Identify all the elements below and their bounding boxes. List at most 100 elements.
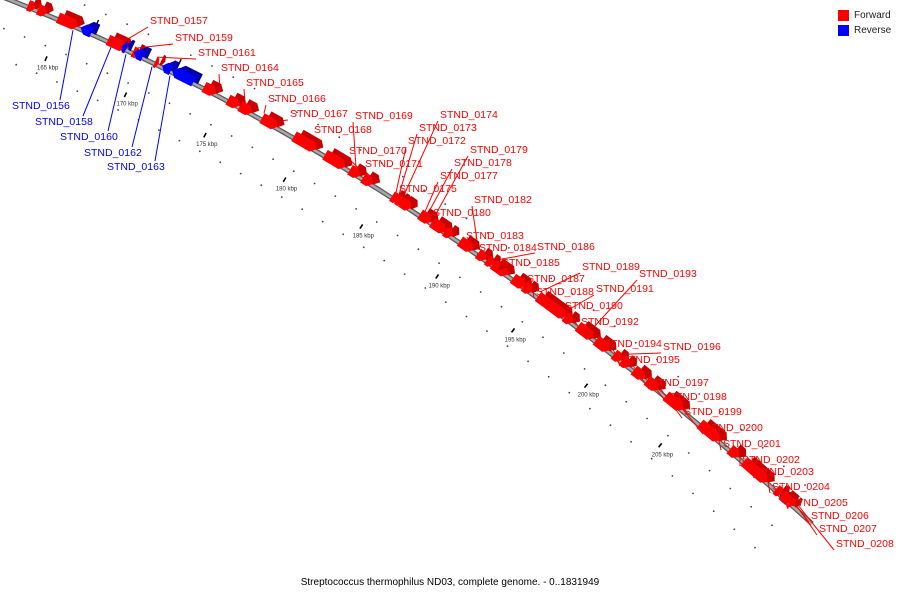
scale-dot: [280, 196, 283, 199]
gene-label[interactable]: STND_0171: [365, 158, 423, 170]
gene-arrow[interactable]: [561, 308, 584, 330]
gene-label[interactable]: STND_0185: [502, 257, 560, 269]
gene-label[interactable]: STND_0204: [772, 481, 830, 493]
gene-label[interactable]: STND_0179: [470, 144, 528, 156]
gene-arrow[interactable]: [520, 278, 543, 300]
gene-arrow-face: [201, 82, 217, 96]
gene-label[interactable]: STND_0191: [596, 283, 654, 295]
gene-label[interactable]: STND_0202: [742, 454, 800, 466]
gene-arrow[interactable]: [322, 146, 355, 175]
gene-label[interactable]: STND_0193: [639, 268, 697, 280]
gene-label[interactable]: STND_0178: [454, 157, 512, 169]
gene-arrow[interactable]: [662, 388, 694, 417]
gene-label[interactable]: STND_0169: [355, 110, 413, 122]
tick-label: 175 kbp: [196, 142, 218, 148]
gene-label[interactable]: STND_0199: [684, 406, 742, 418]
gene-arrow[interactable]: [347, 161, 370, 184]
gene-arrow[interactable]: [744, 457, 778, 489]
gene-label[interactable]: STND_0208: [836, 538, 894, 550]
gene-label[interactable]: STND_0184: [479, 242, 537, 254]
gene-arrow[interactable]: [237, 97, 261, 120]
gene-features[interactable]: [25, 0, 805, 513]
scale-dot: [783, 465, 785, 468]
gene-label[interactable]: STND_0188: [536, 286, 594, 298]
gene-arrow[interactable]: [132, 43, 153, 64]
gene-arrow[interactable]: [120, 37, 136, 56]
gene-arrow[interactable]: [78, 18, 101, 40]
gene-label[interactable]: STND_0164: [221, 62, 279, 74]
gene-arrow-face: [291, 131, 317, 152]
gene-label[interactable]: STND_0197: [651, 377, 709, 389]
scale-dot: [251, 146, 254, 149]
gene-label[interactable]: STND_0168: [314, 124, 372, 136]
gene-arrow[interactable]: [170, 61, 203, 88]
gene-label[interactable]: STND_0166: [268, 93, 326, 105]
gene-label[interactable]: STND_0192: [581, 316, 639, 328]
scale-dot: [44, 44, 47, 47]
gene-label[interactable]: STND_0190: [565, 300, 623, 312]
gene-label[interactable]: STND_0174: [440, 109, 498, 121]
gene-label[interactable]: STND_0172: [408, 135, 466, 147]
gene-arrow[interactable]: [643, 372, 670, 397]
gene-arrow[interactable]: [726, 441, 749, 464]
gene-label[interactable]: STND_0160: [60, 131, 118, 143]
gene-label[interactable]: STND_0187: [527, 273, 585, 285]
gene-label[interactable]: STND_0162: [84, 147, 142, 159]
gene-label[interactable]: STND_0161: [198, 47, 256, 59]
gene-arrow[interactable]: [696, 416, 730, 448]
gene-label[interactable]: STND_0203: [756, 466, 814, 478]
gene-arrow[interactable]: [201, 78, 225, 101]
gene-arrow[interactable]: [489, 255, 510, 276]
gene-arrow[interactable]: [786, 494, 804, 513]
scale-dot: [542, 336, 544, 339]
gene-label[interactable]: STND_0173: [419, 122, 477, 134]
tick-mark: [282, 177, 287, 183]
gene-arrow[interactable]: [618, 352, 641, 374]
gene-arrow[interactable]: [441, 222, 463, 243]
gene-label[interactable]: STND_0165: [246, 77, 304, 89]
gene-arrow[interactable]: [401, 195, 421, 215]
gene-arrow[interactable]: [55, 8, 87, 33]
gene-arrow[interactable]: [630, 362, 656, 386]
gene-arrow[interactable]: [596, 335, 620, 358]
gene-label[interactable]: STND_0170: [349, 145, 407, 157]
gene-label[interactable]: STND_0205: [790, 497, 848, 509]
scale-dot: [506, 345, 509, 347]
gene-arrow[interactable]: [360, 169, 383, 192]
gene-label[interactable]: STND_0183: [466, 230, 524, 242]
gene-label[interactable]: STND_0175: [399, 183, 457, 195]
gene-arrow-face: [441, 226, 453, 239]
gene-label[interactable]: STND_0200: [705, 422, 763, 434]
gene-arrow[interactable]: [259, 109, 287, 134]
gene-arrow[interactable]: [160, 56, 181, 77]
leader-line: [424, 181, 439, 212]
gene-label[interactable]: STND_0167: [290, 108, 348, 120]
gene-label[interactable]: STND_0196: [663, 341, 721, 353]
gene-arrow[interactable]: [35, 0, 56, 20]
scale-dot: [423, 189, 425, 192]
gene-label[interactable]: STND_0159: [175, 32, 233, 44]
gene-label[interactable]: STND_0194: [604, 338, 662, 350]
gene-label[interactable]: STND_0207: [819, 523, 877, 535]
gene-label[interactable]: STND_0177: [440, 170, 498, 182]
gene-label[interactable]: STND_0163: [107, 161, 165, 173]
gene-label[interactable]: STND_0156: [12, 100, 70, 112]
gene-arrow-face: [630, 365, 645, 380]
gene-arrow[interactable]: [291, 127, 326, 156]
gene-label[interactable]: STND_0180: [433, 207, 491, 219]
gene-label[interactable]: STND_0201: [723, 438, 781, 450]
gene-label[interactable]: STND_0157: [150, 15, 208, 27]
gene-label[interactable]: STND_0195: [622, 354, 680, 366]
gene-arrow[interactable]: [152, 53, 168, 71]
gene-arrow[interactable]: [456, 232, 483, 257]
gene-label[interactable]: STND_0158: [35, 116, 93, 128]
scale-dot: [604, 384, 607, 387]
gene-arrow[interactable]: [574, 318, 605, 346]
gene-label[interactable]: STND_0186: [537, 241, 595, 253]
scale-dot: [667, 434, 669, 437]
scale-dot: [656, 358, 658, 361]
gene-label[interactable]: STND_0182: [474, 194, 532, 206]
gene-label[interactable]: STND_0198: [669, 391, 727, 403]
gene-label[interactable]: STND_0189: [582, 261, 640, 273]
gene-label[interactable]: STND_0206: [811, 510, 869, 522]
